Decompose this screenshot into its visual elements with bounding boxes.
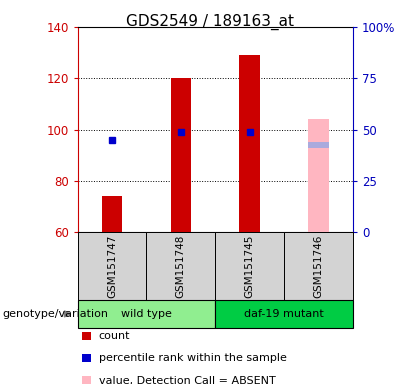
Bar (308, 119, 329, 232)
Text: GSM151748: GSM151748 (176, 234, 186, 298)
Text: wild type: wild type (121, 309, 172, 319)
Text: value, Detection Call = ABSENT: value, Detection Call = ABSENT (99, 376, 276, 384)
Text: count: count (99, 331, 130, 341)
Text: GDS2549 / 189163_at: GDS2549 / 189163_at (126, 13, 294, 30)
Bar (171, 78, 191, 232)
Bar (102, 196, 122, 232)
Text: daf-19 mutant: daf-19 mutant (244, 309, 324, 319)
Text: GSM151745: GSM151745 (244, 234, 255, 298)
Bar (239, 55, 260, 232)
Text: percentile rank within the sample: percentile rank within the sample (99, 353, 286, 363)
Bar (308, 142, 329, 147)
Text: GSM151747: GSM151747 (107, 234, 117, 298)
Text: genotype/variation: genotype/variation (2, 309, 108, 319)
Text: GSM151746: GSM151746 (313, 234, 323, 298)
